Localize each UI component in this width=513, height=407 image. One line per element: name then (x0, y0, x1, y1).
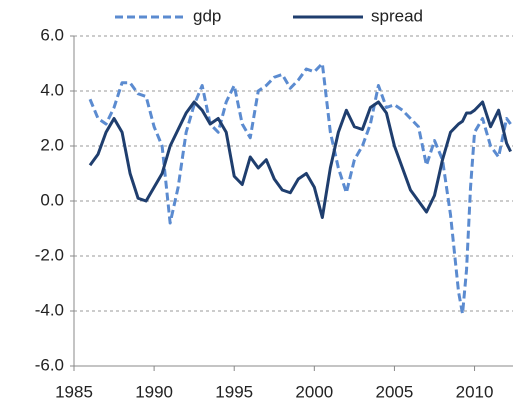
y-tick-label: 6.0 (40, 25, 64, 44)
y-tick-label: -2.0 (35, 245, 64, 264)
x-tick-label: 2005 (376, 382, 414, 401)
y-tick-label: 2.0 (40, 135, 64, 154)
y-tick-label: -6.0 (35, 355, 64, 374)
legend-label: spread (371, 6, 423, 25)
legend-label: gdp (193, 6, 221, 25)
y-tick-label: 4.0 (40, 80, 64, 99)
y-tick-label: -4.0 (35, 300, 64, 319)
x-tick-label: 2000 (295, 382, 333, 401)
y-tick-label: 0.0 (40, 190, 64, 209)
line-series (88, 62, 512, 316)
x-tick-label: 1985 (55, 382, 93, 401)
x-tick-label: 2010 (456, 382, 494, 401)
x-tick-label: 1990 (135, 382, 173, 401)
x-tick-label: 1995 (215, 382, 253, 401)
line-series (88, 100, 512, 219)
